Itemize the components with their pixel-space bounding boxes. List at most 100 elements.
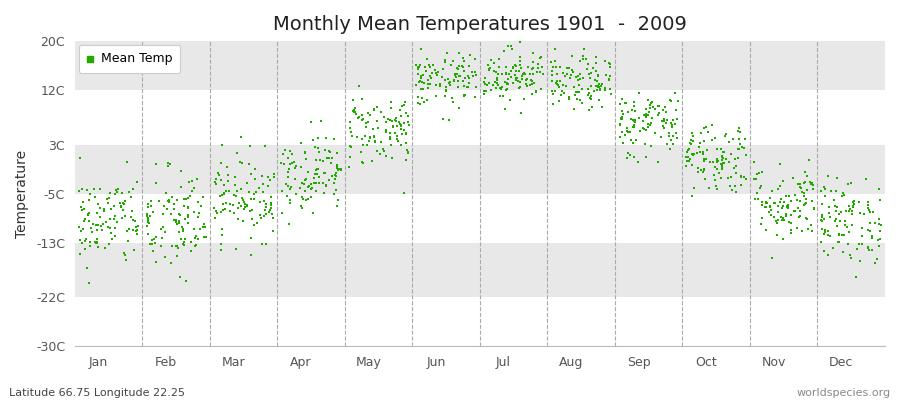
Point: [191, 199, 205, 206]
Point: [873, 228, 887, 234]
Point: [233, 203, 248, 209]
Point: [125, 208, 140, 214]
Point: [618, 99, 633, 106]
Point: [796, 202, 811, 209]
Point: [330, 167, 345, 174]
Point: [592, 80, 607, 87]
Point: [258, 203, 273, 210]
Point: [413, 86, 428, 92]
Point: [430, 72, 445, 78]
Point: [651, 103, 665, 109]
Point: [548, 88, 562, 95]
Point: [715, 164, 729, 170]
Point: [793, 184, 807, 190]
Point: [752, 170, 766, 176]
Point: [452, 63, 466, 69]
Point: [714, 146, 728, 152]
Point: [227, 210, 241, 216]
Point: [310, 171, 324, 178]
Point: [257, 207, 272, 213]
Point: [283, 186, 297, 192]
Point: [663, 120, 678, 126]
Point: [81, 218, 95, 224]
Point: [849, 274, 863, 280]
Point: [122, 188, 136, 195]
Point: [469, 84, 483, 91]
Point: [839, 208, 853, 214]
Point: [714, 161, 728, 167]
Point: [589, 54, 603, 60]
Point: [553, 78, 567, 84]
Point: [806, 206, 821, 212]
Point: [526, 50, 540, 57]
Point: [214, 177, 229, 184]
Point: [790, 225, 805, 231]
Point: [253, 212, 267, 219]
Point: [773, 199, 788, 206]
Point: [230, 188, 245, 194]
Point: [298, 150, 312, 156]
Point: [461, 73, 475, 79]
Point: [458, 92, 473, 98]
Point: [390, 136, 404, 142]
Point: [648, 130, 662, 136]
Point: [641, 97, 655, 103]
Point: [793, 208, 807, 214]
Point: [197, 234, 211, 240]
Point: [871, 237, 886, 244]
Point: [846, 202, 860, 209]
Point: [615, 115, 629, 122]
Point: [759, 227, 773, 234]
Point: [107, 191, 122, 198]
Point: [244, 195, 258, 202]
Point: [842, 251, 857, 258]
Point: [555, 70, 570, 76]
Point: [289, 163, 303, 169]
Point: [437, 59, 452, 66]
Point: [616, 114, 630, 120]
Point: [444, 62, 458, 68]
Point: [333, 166, 347, 172]
Point: [534, 54, 548, 60]
Point: [346, 97, 360, 103]
Point: [452, 50, 466, 56]
Point: [698, 176, 712, 182]
Point: [589, 60, 603, 66]
Point: [502, 97, 517, 104]
Point: [394, 123, 409, 130]
Point: [75, 207, 89, 213]
Point: [161, 160, 176, 166]
Point: [355, 158, 369, 165]
Point: [413, 101, 428, 107]
Point: [508, 63, 523, 70]
Point: [363, 134, 377, 140]
Point: [379, 153, 393, 159]
Point: [219, 188, 233, 194]
Point: [422, 62, 436, 68]
Point: [509, 68, 524, 74]
Point: [816, 216, 831, 222]
Point: [827, 218, 842, 225]
Point: [799, 196, 814, 202]
Point: [497, 48, 511, 55]
Point: [729, 163, 743, 169]
Point: [616, 129, 630, 136]
Point: [229, 193, 243, 199]
Point: [360, 119, 374, 125]
Point: [167, 206, 182, 212]
Point: [330, 163, 345, 170]
Point: [732, 136, 746, 142]
Point: [401, 149, 416, 155]
Point: [318, 146, 332, 153]
Point: [458, 75, 473, 81]
Point: [369, 148, 383, 154]
Point: [505, 45, 519, 52]
Point: [844, 255, 859, 261]
Point: [760, 200, 774, 206]
Point: [422, 80, 436, 87]
Point: [797, 179, 812, 185]
Point: [528, 88, 543, 94]
Point: [592, 84, 607, 90]
Point: [818, 186, 832, 192]
Point: [314, 118, 328, 124]
